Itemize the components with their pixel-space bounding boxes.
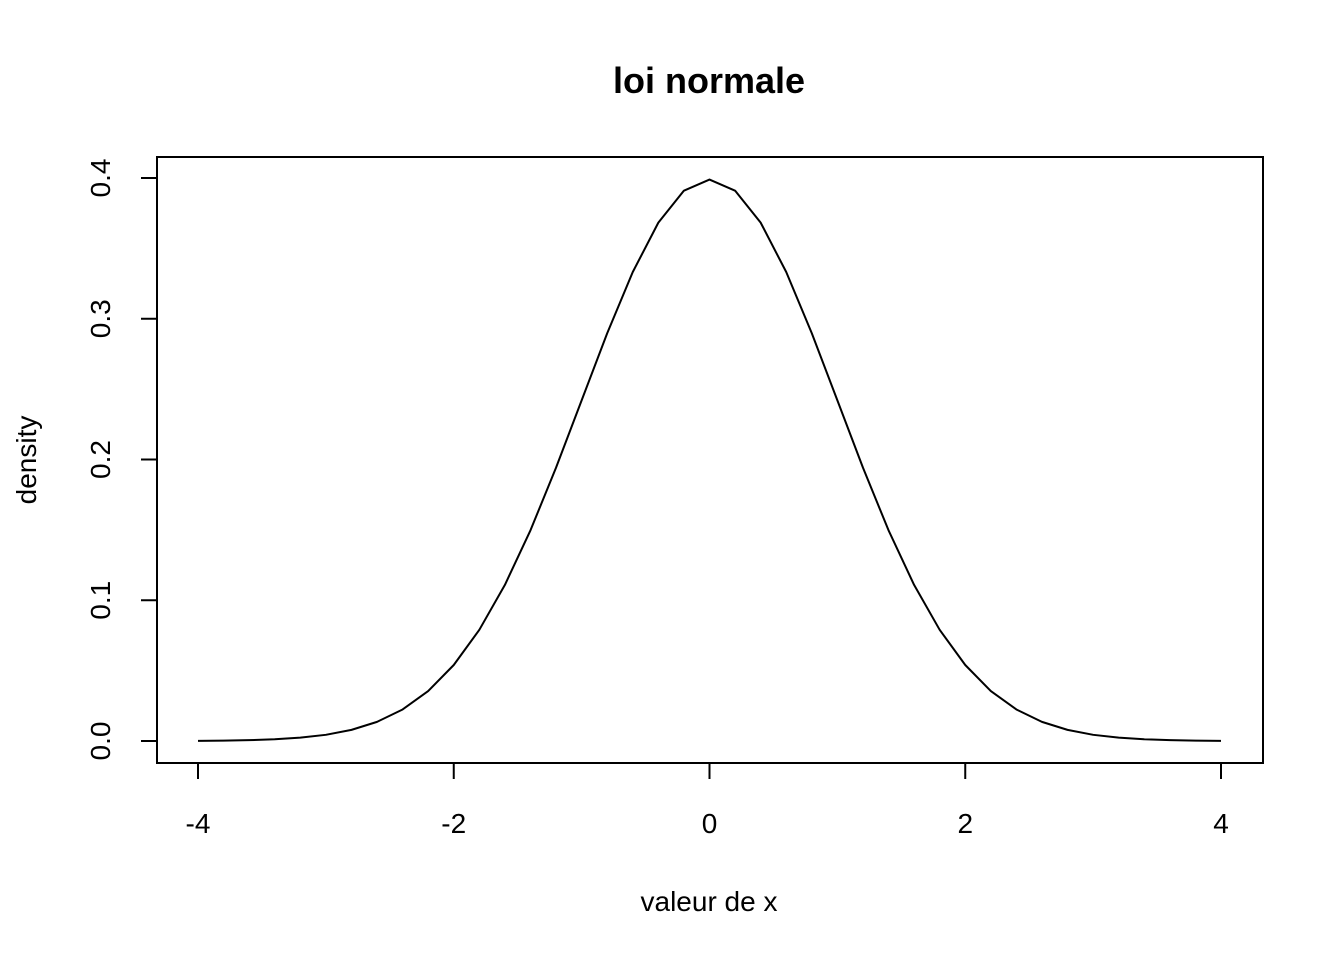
x-axis-label: valeur de x (641, 886, 778, 917)
y-tick-label: 0.2 (85, 440, 116, 479)
y-axis-label: density (11, 416, 42, 505)
x-tick-label: -2 (441, 808, 466, 839)
x-tick-label: 0 (702, 808, 718, 839)
series-layer (197, 178, 1222, 742)
y-axis: 0.0 0.1 0.2 0.3 0.4 (85, 159, 158, 761)
y-tick-label: 0.0 (85, 722, 116, 761)
chart-title: loi normale (613, 60, 805, 101)
plot-frame (156, 156, 1264, 764)
x-tick-label: 4 (1213, 808, 1229, 839)
x-tick-label: -4 (186, 808, 211, 839)
density-curve (197, 178, 1222, 742)
x-axis: -4 -2 0 2 4 (186, 762, 1229, 839)
x-tick-label: 2 (957, 808, 973, 839)
y-tick-label: 0.3 (85, 299, 116, 338)
y-tick-label: 0.1 (85, 581, 116, 620)
y-tick-label: 0.4 (85, 159, 116, 198)
